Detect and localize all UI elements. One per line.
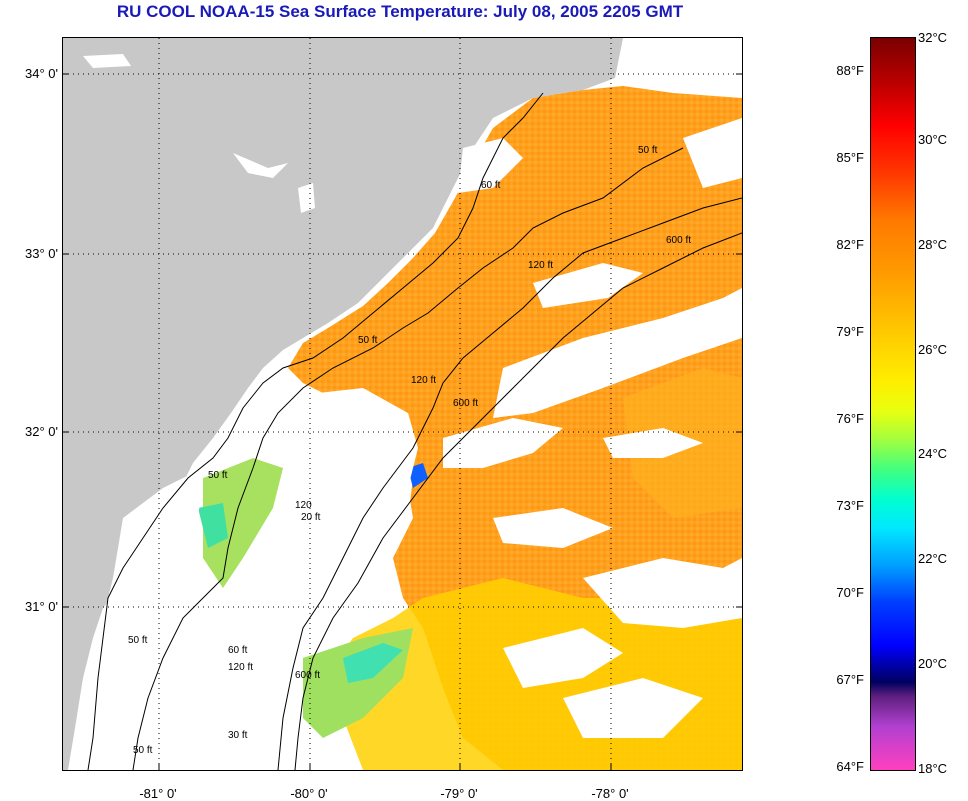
colorbar-celsius-label: 32°C [918, 30, 948, 45]
cloud-northeast [683, 118, 742, 188]
colorbar-fahrenheit-label: 70°F [836, 585, 864, 600]
bathymetry-contours [87, 92, 742, 770]
contour-label: 120 ft [228, 662, 253, 673]
lat-label: 31° 0' [25, 599, 58, 614]
contour-label: 30 ft [228, 730, 248, 741]
contour-label: 600 ft [666, 235, 691, 246]
colorbar-celsius-label: 18°C [918, 761, 948, 776]
sst-map[interactable]: 50 ft 60 ft 120 ft 600 ft 50 ft 120 ft 6… [62, 37, 743, 771]
lon-label: -81° 0' [139, 786, 177, 801]
lon-label: -78° 0' [591, 786, 629, 801]
graticule [63, 38, 742, 770]
colorbar-fahrenheit-label: 82°F [836, 237, 864, 252]
contour-label: 600 ft [453, 398, 478, 409]
cloud-large-central [268, 388, 418, 658]
colorbar-fahrenheit-label: 73°F [836, 498, 864, 513]
colorbar-fahrenheit-label: 64°F [836, 759, 864, 774]
cloud-south [563, 678, 703, 738]
colorbar-fahrenheit-label: 85°F [836, 150, 864, 165]
colorbar-fahrenheit-label: 79°F [836, 324, 864, 339]
contour-label: 50 ft [638, 145, 658, 156]
lat-label: 33° 0' [25, 246, 58, 261]
sst-cool-patch-west-inner [198, 503, 228, 548]
temperature-colorbar [870, 37, 916, 771]
colorbar-celsius-label: 22°C [918, 551, 948, 566]
axis-ticks [63, 73, 742, 770]
sst-map-svg: 50 ft 60 ft 120 ft 600 ft 50 ft 120 ft 6… [63, 38, 742, 770]
colorbar-fahrenheit-label: 76°F [836, 411, 864, 426]
colorbar-fahrenheit-label: 67°F [836, 672, 864, 687]
colorbar-fahrenheit-label: 88°F [836, 63, 864, 78]
cloud-band-1 [533, 263, 643, 308]
lat-label: 32° 0' [25, 424, 58, 439]
colorbar-celsius-label: 26°C [918, 342, 948, 357]
contour-label: 600 ft [295, 670, 320, 681]
contour-label: 50 ft [133, 745, 153, 756]
contour-label: 50 ft [208, 470, 228, 481]
cloud-north [458, 138, 523, 193]
land-mass [63, 38, 623, 770]
cloud-band-6 [583, 558, 742, 628]
cloud-south-east [503, 628, 623, 688]
colorbar-celsius-label: 24°C [918, 446, 948, 461]
cloud-band-5 [493, 508, 613, 548]
lon-label: -79° 0' [440, 786, 478, 801]
lon-label: -80° 0' [290, 786, 328, 801]
sst-cool-patch-south-inner [343, 643, 403, 683]
map-title: RU COOL NOAA-15 Sea Surface Temperature:… [116, 2, 684, 21]
contour-label: 20 ft [301, 512, 321, 523]
lat-label: 34° 0' [25, 66, 58, 81]
contour-label: 50 ft [128, 635, 148, 646]
contour-label: 60 ft [228, 645, 248, 656]
contour-labels: 50 ft 60 ft 120 ft 600 ft 50 ft 120 ft 6… [128, 145, 691, 756]
colorbar-celsius-label: 20°C [918, 656, 948, 671]
contour-label: 60 ft [481, 180, 501, 191]
colorbar-celsius-label: 28°C [918, 237, 948, 252]
inland-cloud-3 [83, 54, 131, 68]
inland-cloud-2 [298, 183, 315, 213]
cloud-band-3 [443, 418, 563, 468]
contour-label: 120 ft [411, 375, 436, 386]
contour-label: 120 ft [528, 260, 553, 271]
cloud-band-4 [603, 428, 703, 458]
cloud-nearshore [73, 418, 293, 770]
sst-cool-patch-west [203, 458, 283, 588]
contour-label: 50 ft [358, 335, 378, 346]
cloud-band-2 [493, 288, 742, 418]
sst-cold-spot [408, 463, 428, 488]
inland-cloud-1 [233, 153, 288, 178]
contour-label: 120 [295, 500, 312, 511]
colorbar-celsius-label: 30°C [918, 132, 948, 147]
